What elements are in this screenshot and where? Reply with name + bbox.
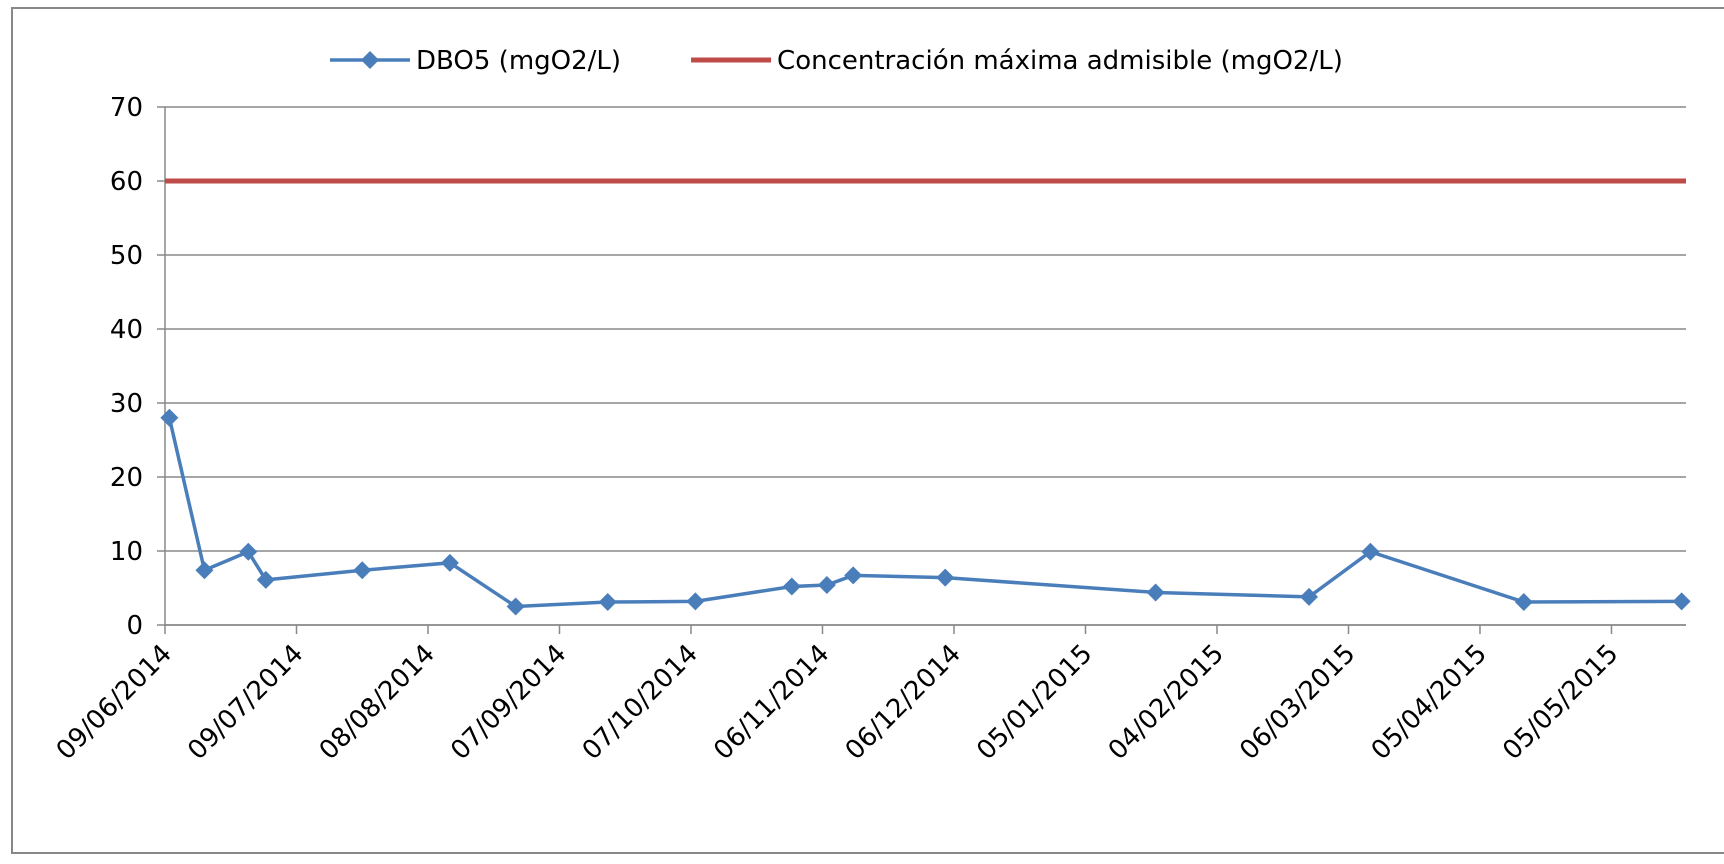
- data-point: [686, 592, 705, 611]
- y-tick-label: 40: [110, 315, 143, 345]
- legend-label: DBO5 (mgO2/L): [416, 46, 621, 76]
- y-tick-label: 20: [110, 463, 143, 493]
- chart-frame: [11, 7, 1724, 854]
- data-point: [1146, 583, 1165, 602]
- y-tick-label: 60: [110, 167, 143, 197]
- x-tick-label: 08/08/2014: [314, 639, 441, 766]
- data-point: [782, 577, 801, 596]
- data-point: [239, 542, 258, 561]
- data-point: [1514, 593, 1533, 612]
- data-point: [256, 570, 275, 589]
- x-tick-label: 06/03/2015: [1234, 639, 1361, 766]
- data-point: [1300, 587, 1319, 606]
- data-point: [598, 593, 617, 612]
- data-point: [1361, 542, 1380, 561]
- data-point: [936, 568, 955, 587]
- series-line: [167, 417, 1682, 609]
- data-point: [353, 561, 372, 580]
- x-tick-label: 05/04/2015: [1366, 639, 1493, 766]
- data-point: [440, 553, 459, 572]
- legend-label: Concentración máxima admisible (mgO2/L): [777, 46, 1343, 76]
- y-tick-label: 0: [126, 611, 143, 641]
- data-point: [1672, 592, 1691, 611]
- x-tick-label: 07/10/2014: [577, 639, 704, 766]
- legend-marker: [361, 51, 379, 69]
- x-tick-label: 09/06/2014: [51, 639, 178, 766]
- x-tick-label: 05/05/2015: [1497, 639, 1624, 766]
- data-point: [844, 566, 863, 585]
- x-tick-label: 05/01/2015: [971, 639, 1098, 766]
- x-tick-label: 04/02/2015: [1103, 639, 1230, 766]
- data-point: [160, 408, 179, 427]
- y-tick-label: 70: [110, 93, 143, 123]
- x-tick-label: 06/11/2014: [708, 639, 835, 766]
- y-tick-label: 10: [110, 537, 143, 567]
- x-tick-label: 06/12/2014: [840, 639, 967, 766]
- data-point: [506, 597, 525, 616]
- y-tick-label: 30: [110, 389, 143, 419]
- data-point: [195, 561, 214, 580]
- x-tick-label: 09/07/2014: [182, 639, 309, 766]
- data-point: [817, 576, 836, 595]
- x-tick-label: 07/09/2014: [445, 639, 572, 766]
- y-tick-label: 50: [110, 241, 143, 271]
